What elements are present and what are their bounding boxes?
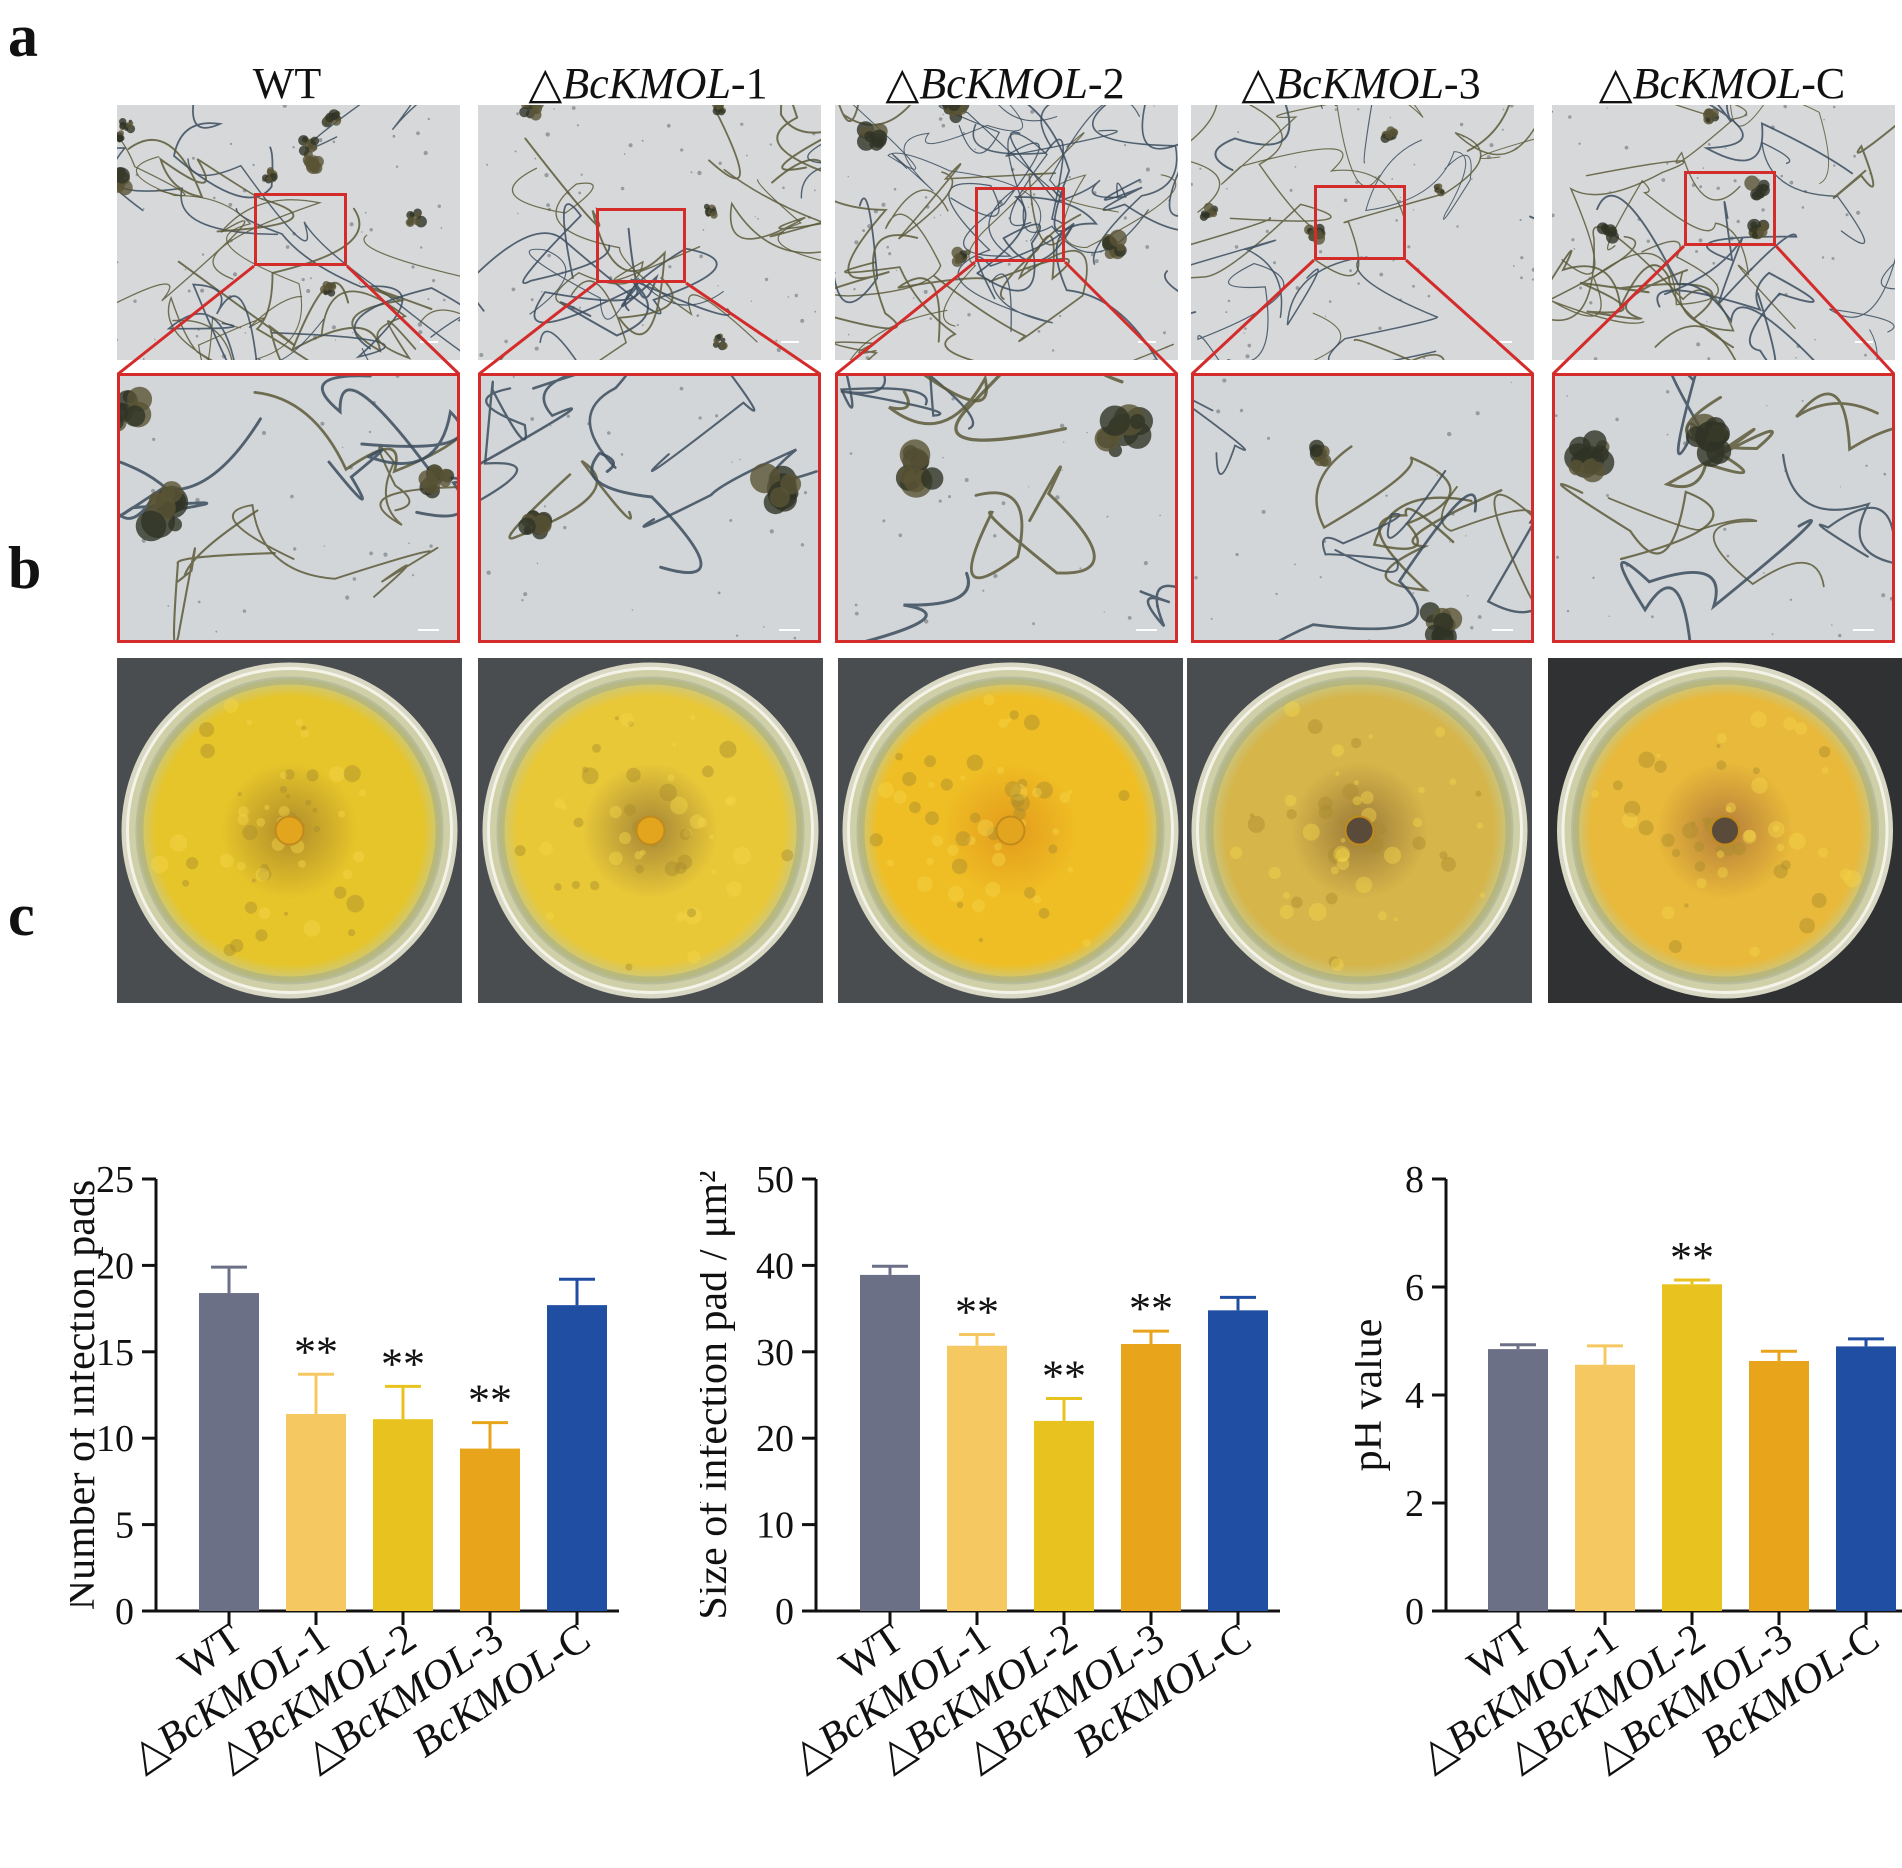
y-tick-label: 6: [1405, 1267, 1424, 1309]
column-title-wt: WT: [252, 59, 322, 108]
y-axis-label: Size of infection pad / μm²: [700, 1170, 736, 1619]
zoom-region-5: [1684, 171, 1776, 246]
micrograph-zoom-5: [1552, 373, 1895, 643]
bar-4: [460, 1448, 520, 1611]
y-tick-label: 15: [96, 1332, 134, 1374]
bar-2: [947, 1345, 1007, 1611]
zoom-region-2: [596, 208, 686, 283]
zoom-region-4: [1314, 185, 1406, 260]
culture-plate-5: [1548, 658, 1902, 1003]
y-tick-label: 20: [756, 1418, 794, 1460]
y-axis-label: pH value: [1355, 1319, 1391, 1472]
zoom-region-1: [254, 193, 347, 266]
bar-1: [199, 1293, 259, 1611]
significance-mark-3: **: [1670, 1233, 1714, 1282]
significance-mark-3: **: [381, 1339, 425, 1388]
y-tick-label: 0: [1405, 1591, 1424, 1633]
culture-plate-1: [117, 658, 462, 1003]
bar-2: [1575, 1364, 1635, 1611]
culture-plate-3: [838, 658, 1183, 1003]
y-axis-label: Number of infection pads: [70, 1180, 104, 1610]
bar-5: [1208, 1310, 1268, 1611]
y-tick-label: 20: [96, 1245, 134, 1287]
y-tick-label: 50: [756, 1159, 794, 1201]
bar-5: [1836, 1346, 1896, 1611]
micrograph-zoom-1: [117, 373, 460, 643]
bar-5: [547, 1305, 607, 1611]
significance-mark-4: **: [1129, 1284, 1173, 1333]
culture-plate-2: [478, 658, 823, 1003]
bar-3: [373, 1419, 433, 1611]
micrograph-zoom-2: [478, 373, 821, 643]
significance-mark-2: **: [294, 1327, 338, 1376]
panel-label-c: c: [8, 882, 35, 948]
bar-4: [1121, 1344, 1181, 1611]
significance-mark-3: **: [1042, 1351, 1086, 1400]
y-tick-label: 10: [96, 1418, 134, 1460]
y-tick-label: 10: [756, 1505, 794, 1547]
micrograph-2: [478, 105, 821, 360]
bar-2: [286, 1414, 346, 1611]
panel-label-a: a: [8, 3, 38, 69]
y-tick-label: 5: [115, 1505, 134, 1547]
y-tick-label: 40: [756, 1245, 794, 1287]
micrograph-zoom-3: [835, 373, 1178, 643]
micrograph-1: [117, 105, 460, 360]
y-tick-label: 4: [1405, 1375, 1424, 1417]
y-tick-label: 8: [1405, 1159, 1424, 1201]
panel-label-b: b: [8, 535, 42, 601]
significance-mark-4: **: [468, 1376, 512, 1425]
y-tick-label: 30: [756, 1332, 794, 1374]
significance-mark-2: **: [955, 1288, 999, 1337]
culture-plate-4: [1187, 658, 1532, 1003]
column-title-kmol-1: △BcKMOL-1: [528, 59, 768, 108]
column-title-kmol-c: △BcKMOL-C: [1598, 59, 1846, 108]
micrograph-zoom-4: [1191, 373, 1534, 643]
y-tick-label: 0: [115, 1591, 134, 1633]
zoom-connector-lines: [117, 244, 1896, 376]
y-tick-label: 2: [1405, 1483, 1424, 1525]
column-title-kmol-3: △BcKMOL-3: [1241, 59, 1481, 108]
y-tick-label: 25: [96, 1159, 134, 1201]
bar-3: [1034, 1420, 1094, 1611]
column-title-kmol-2: △BcKMOL-2: [885, 59, 1125, 108]
bar-3: [1662, 1284, 1722, 1611]
y-tick-label: 0: [775, 1591, 794, 1633]
bar-4: [1749, 1360, 1809, 1611]
zoom-region-3: [975, 187, 1065, 262]
bar-1: [1488, 1349, 1548, 1611]
bar-1: [860, 1274, 920, 1611]
micrograph-4: [1191, 105, 1534, 360]
